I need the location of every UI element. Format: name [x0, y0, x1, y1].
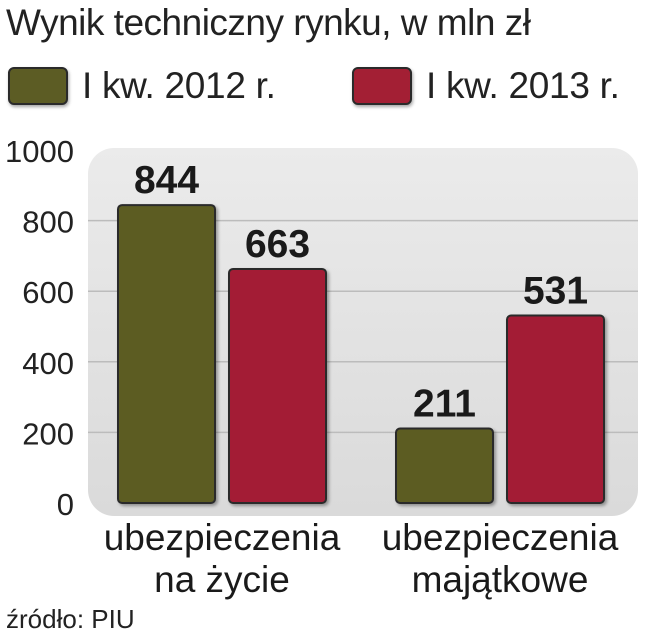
y-tick-label: 600	[22, 275, 74, 310]
legend-swatch-2013	[352, 67, 412, 105]
legend-label-2013: I kw. 2013 r.	[426, 65, 620, 106]
bar-2012-1	[395, 427, 494, 504]
legend-label-2012: I kw. 2012 r.	[82, 65, 276, 106]
y-tick-label: 200	[22, 416, 74, 451]
source-note: źródło: PIU	[6, 604, 135, 634]
legend-item-2012: I kw. 2012 r.	[8, 62, 276, 110]
bar-value-label: 211	[413, 383, 476, 426]
category-label: majątkowe	[412, 559, 589, 600]
category-label: ubezpieczenia	[104, 517, 341, 558]
bar-2013-1	[506, 314, 605, 504]
bar-value-label: 663	[245, 223, 310, 266]
bar-value-label: 531	[523, 270, 588, 313]
y-tick-label: 800	[22, 205, 74, 240]
category-label: na życie	[154, 559, 290, 600]
y-tick-label: 0	[57, 487, 74, 522]
chart-title: Wynik techniczny rynku, w mln zł	[6, 2, 531, 43]
bars	[117, 204, 605, 504]
bar-2013-0	[228, 267, 327, 504]
category-label: ubezpieczenia	[382, 517, 619, 558]
y-axis-ticks: 0 200 400 600 800 1000	[5, 134, 74, 522]
y-tick-label: 1000	[5, 134, 74, 169]
bar-2012-0	[117, 204, 216, 504]
value-labels: 844 663 211 531	[134, 159, 588, 425]
plot-background	[88, 148, 638, 516]
legend-item-2013: I kw. 2013 r.	[352, 62, 620, 110]
legend-swatch-2012	[8, 67, 68, 105]
y-tick-label: 400	[22, 346, 74, 381]
bar-value-label: 844	[134, 159, 199, 202]
